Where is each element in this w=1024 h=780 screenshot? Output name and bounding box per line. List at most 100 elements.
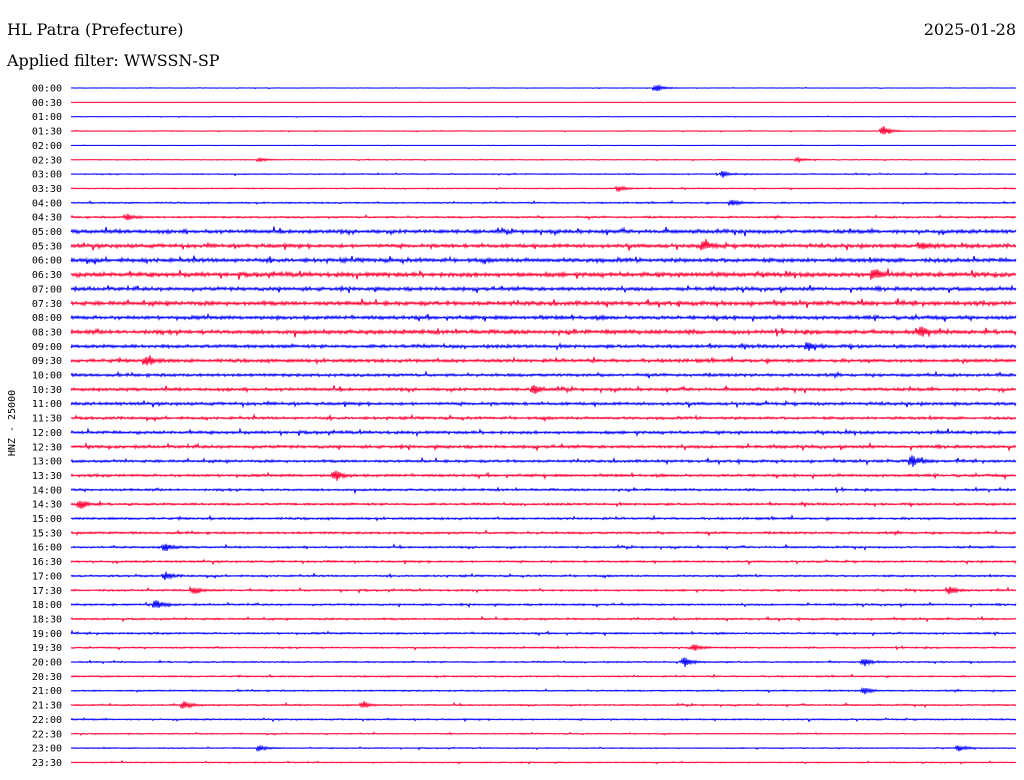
seismic-trace-row [70,213,1017,221]
time-tick-label: 16:30 [32,557,62,568]
filter-label: Applied filter: WWSSN-SP [7,51,220,70]
time-tick-label: 18:30 [32,614,62,625]
seismic-trace-row [70,686,1017,695]
time-tick-label: 04:30 [32,213,62,224]
seismic-trace-row [70,543,1017,552]
time-tick-label: 08:30 [32,327,62,338]
seismic-trace-row [70,514,1017,522]
seismic-trace-row [70,226,1017,237]
time-tick-label: 06:30 [32,270,62,281]
time-tick-label: 13:30 [32,471,62,482]
seismic-trace-row [70,239,1017,251]
time-tick-label: 13:00 [32,457,62,468]
time-tick-label: 15:30 [32,528,62,539]
time-tick-label: 05:30 [32,241,62,252]
seismic-trace-row [70,585,1017,595]
seismic-trace-row [70,657,1017,667]
time-tick-label: 17:00 [32,571,62,582]
time-tick-label: 19:00 [32,629,62,640]
seismic-trace-row [70,101,1017,104]
seismic-trace-row [70,455,1017,468]
seismic-trace-row [70,558,1017,566]
seismic-trace-row [70,185,1017,193]
seismic-trace-row [70,701,1017,710]
seismic-trace-row [70,370,1017,380]
time-tick-label: 09:00 [32,342,62,353]
seismic-trace-row [70,499,1017,509]
time-tick-label: 10:00 [32,371,62,382]
time-tick-label: 02:30 [32,155,62,166]
time-tick-label: 00:30 [32,98,62,109]
seismic-trace-row [70,126,1017,135]
seismic-trace-row [70,717,1017,723]
time-tick-labels: 00:00 00:30 01:00 01:30 02:00 02:30 03:00 03:30… [32,84,62,769]
time-tick-label: 01:30 [32,127,62,138]
seismic-trace-row [70,470,1017,481]
time-tick-label: 11:00 [32,399,62,410]
time-tick-label: 12:30 [32,442,62,453]
time-tick-label: 08:00 [32,313,62,324]
time-tick-label: 09:30 [32,356,62,367]
seismic-trace-row [70,615,1017,623]
seismic-trace-row [70,529,1017,537]
seismic-trace-row [70,644,1017,652]
time-tick-label: 05:00 [32,227,62,238]
seismic-trace-row [70,298,1017,309]
time-tick-label: 15:00 [32,514,62,525]
seismic-trace-row [70,268,1017,280]
time-tick-label: 23:30 [32,758,62,769]
seismic-trace-row [70,600,1017,609]
seismic-trace-row [70,486,1017,495]
seismic-trace-row [70,312,1017,323]
time-tick-label: 23:00 [32,744,62,755]
station-title: HL Patra (Prefecture) [7,20,184,39]
time-tick-label: 04:00 [32,198,62,209]
time-tick-label: 12:00 [32,428,62,439]
seismic-trace-row [70,255,1017,266]
time-tick-label: 18:00 [32,600,62,611]
seismic-trace-row [70,199,1017,207]
seismic-trace-row [70,284,1017,294]
seismic-trace-row [70,384,1017,395]
seismic-trace-row [70,673,1017,679]
time-tick-label: 16:00 [32,543,62,554]
time-tick-label: 20:30 [32,672,62,683]
seismic-trace-row [70,342,1017,352]
seismic-trace-row [70,156,1017,164]
time-tick-label: 11:30 [32,414,62,425]
date-label: 2025-01-28 [923,20,1016,39]
time-tick-label: 00:00 [32,84,62,95]
time-tick-label: 22:00 [32,715,62,726]
time-tick-label: 10:30 [32,385,62,396]
seismic-trace-row [70,744,1017,753]
seismic-traces [70,84,1017,765]
time-tick-label: 03:30 [32,184,62,195]
time-tick-label: 14:30 [32,500,62,511]
seismic-trace-row [70,629,1017,637]
time-tick-label: 17:30 [32,586,62,597]
time-tick-label: 19:30 [32,643,62,654]
seismic-trace-row [70,115,1017,118]
seismic-trace-row [70,731,1017,736]
seismic-trace-row [70,326,1017,338]
time-tick-label: 07:30 [32,299,62,310]
seismic-trace-row [70,399,1017,409]
time-tick-label: 02:00 [32,141,62,152]
time-tick-label: 21:00 [32,686,62,697]
time-tick-label: 14:00 [32,485,62,496]
seismic-trace-row [70,355,1017,366]
time-tick-label: 21:30 [32,701,62,712]
seismic-trace-row [70,413,1017,423]
y-axis-label: HNZ - 25000 [7,390,18,456]
time-tick-label: 20:00 [32,658,62,669]
seismic-trace-row [70,170,1017,178]
seismic-trace-row [70,84,1017,92]
time-tick-label: 06:00 [32,256,62,267]
seismic-trace-row [70,760,1017,765]
time-tick-label: 01:00 [32,112,62,123]
seismic-trace-row [70,427,1017,438]
seismic-trace-row [70,571,1017,581]
time-tick-label: 07:00 [32,284,62,295]
seismic-trace-row [70,144,1017,147]
